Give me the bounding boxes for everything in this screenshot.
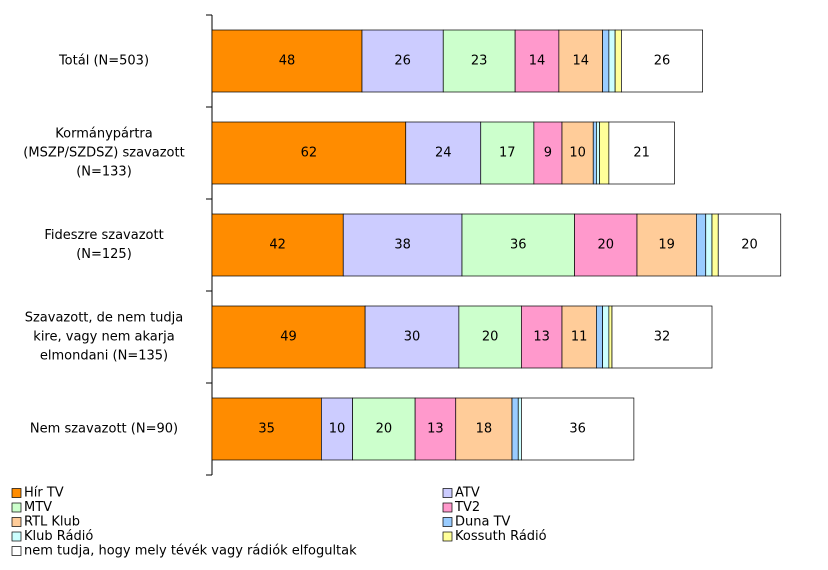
bar-segment [521, 305, 563, 369]
bar-segment [636, 213, 697, 277]
bar-segment [211, 121, 407, 185]
legend-label: Hír TV [24, 486, 64, 501]
category-label: Kormánypártra (MSZP/SZDSZ) szavazott (N=… [23, 126, 185, 180]
data-label: 30 [404, 330, 421, 345]
bar-segment [364, 305, 460, 369]
category-label: Szavazott, de nem tudja kire, vagy nem a… [24, 310, 184, 364]
legend-swatch [11, 517, 22, 527]
bar-segment [608, 29, 616, 93]
legend-swatch [442, 488, 453, 498]
legend-label: Kossuth Rádió [455, 529, 547, 544]
bar-segment [211, 397, 322, 461]
bar-segment [608, 305, 613, 369]
bar-segment [602, 29, 610, 93]
legend-swatch [11, 502, 22, 513]
data-label: 32 [654, 330, 671, 345]
data-label: 14 [529, 54, 546, 69]
bar-segment [458, 305, 522, 369]
bar-segment [405, 121, 482, 185]
data-label: 13 [427, 422, 444, 437]
bar-segment [321, 397, 353, 461]
bar-segment [611, 305, 713, 369]
bar-segment [592, 121, 597, 185]
data-label: 13 [533, 330, 550, 345]
data-label: 11 [571, 330, 588, 345]
bar-segment [455, 397, 513, 461]
bar-segment [599, 121, 610, 185]
bar-segment [711, 213, 719, 277]
bar-segment [361, 29, 444, 93]
legend-label: Duna TV [455, 515, 511, 530]
bar-segment [608, 121, 675, 185]
legend-swatch [442, 517, 453, 527]
data-label: 62 [301, 146, 318, 161]
bar-segment [614, 29, 622, 93]
data-label: 38 [394, 238, 411, 253]
legend-label: MTV [24, 500, 52, 515]
bar-segment [521, 397, 635, 461]
bar-segment [211, 29, 363, 93]
data-label: 36 [510, 238, 527, 253]
data-label: 49 [280, 330, 297, 345]
data-label: 36 [569, 422, 586, 437]
data-label: 48 [279, 54, 296, 69]
legend-label: RTL Klub [24, 515, 80, 530]
data-label: 9 [544, 146, 552, 161]
category-label: Totál (N=503) [58, 53, 150, 69]
data-label: 20 [597, 238, 614, 253]
legend-swatch [11, 546, 22, 556]
bar-segment [342, 213, 463, 277]
data-label: 17 [499, 146, 516, 161]
bar-segment [561, 121, 594, 185]
bar-segment [211, 213, 344, 277]
bar-segment [517, 397, 522, 461]
bar-segment [596, 305, 603, 369]
data-label: 10 [329, 422, 346, 437]
legend-swatch [442, 502, 453, 513]
data-label: 20 [376, 422, 393, 437]
bar-segment [414, 397, 457, 461]
bar-segment [596, 121, 600, 185]
legend-label: ATV [455, 486, 480, 501]
bar-segment [621, 29, 703, 93]
bar-segment [705, 213, 713, 277]
category-label: Fideszre szavazott (N=125) [44, 228, 164, 262]
data-label: 20 [482, 330, 499, 345]
data-label: 26 [654, 54, 671, 69]
legend-label: Klub Rádió [24, 529, 93, 544]
data-label: 23 [471, 54, 488, 69]
bar-segment [558, 29, 603, 93]
data-label: 20 [741, 238, 758, 253]
data-label: 21 [633, 146, 650, 161]
data-label: 18 [476, 422, 493, 437]
data-label: 24 [435, 146, 452, 161]
bar-segment [211, 305, 366, 369]
data-label: 10 [569, 146, 586, 161]
legend-swatch [11, 488, 22, 498]
bar-segment [561, 305, 597, 369]
data-label: 35 [258, 422, 275, 437]
data-label: 19 [658, 238, 675, 253]
bar-segment [514, 29, 560, 93]
data-label: 14 [572, 54, 589, 69]
bar-segment [461, 213, 575, 277]
bar-segment [717, 213, 782, 277]
bar-segment [511, 397, 519, 461]
bar-segment [442, 29, 516, 93]
legend-label: TV2 [454, 500, 480, 515]
data-label: 26 [394, 54, 411, 69]
bar-segment [480, 121, 535, 185]
bar-segment [574, 213, 638, 277]
bar-segment [696, 213, 707, 277]
category-label: Nem szavazott (N=90) [29, 421, 179, 437]
legend-swatch [442, 531, 453, 542]
legend-swatch [11, 531, 22, 542]
bar-segment [602, 305, 610, 369]
legend-label: nem tudja, hogy mely tévék vagy rádiók e… [24, 544, 357, 559]
data-label: 42 [269, 238, 286, 253]
